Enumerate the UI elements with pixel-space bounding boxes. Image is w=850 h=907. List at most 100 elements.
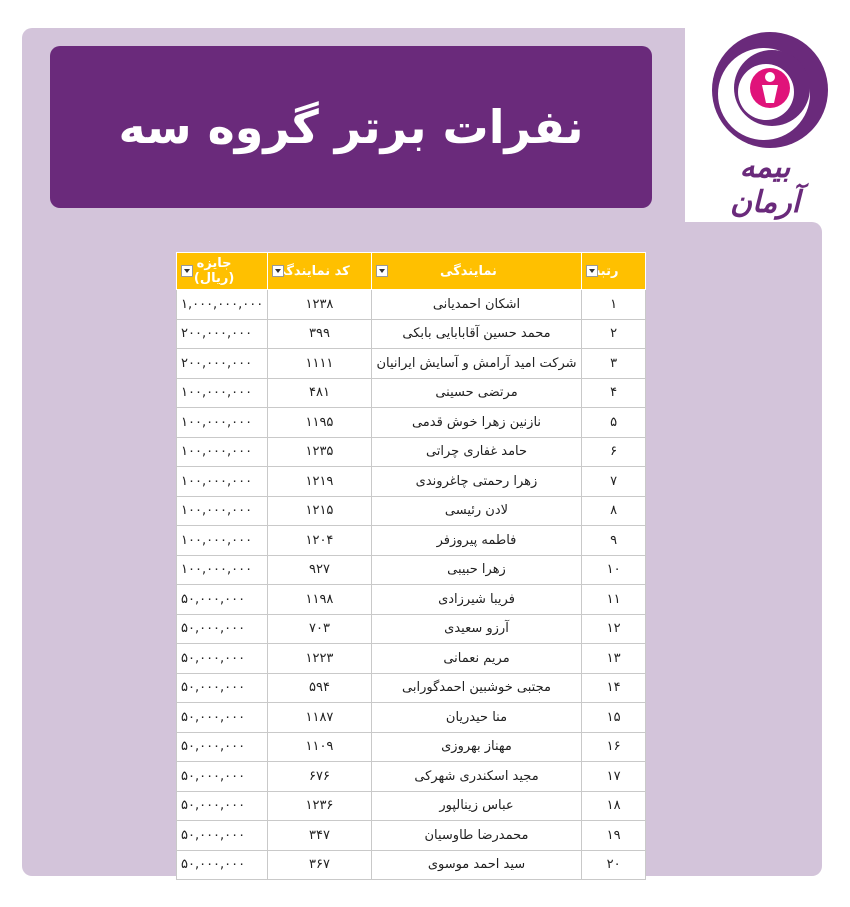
table-cell: ۱۰۰,۰۰۰,۰۰۰ (175, 495, 269, 526)
table-row: ۱۶ مهناز بهروزی ۱۱۰۹ ۵۰,۰۰۰,۰۰۰ (175, 731, 646, 762)
table-row: ۱۷ مجید اسکندری شهرکی ۶۷۶ ۵۰,۰۰۰,۰۰۰ (175, 761, 646, 792)
header-text: کد نمایندگی (273, 263, 350, 279)
table-row: ۵ نازنین زهرا خوش قدمی ۱۱۹۵ ۱۰۰,۰۰۰,۰۰۰ (175, 407, 646, 438)
table-cell: حامد غفاری چراتی (370, 436, 583, 467)
table-cell: ۹ (581, 525, 646, 556)
table-row: ۳ شرکت امید آرامش و آسایش ایرانیان ۱۱۱۱ ۲۰۰… (175, 348, 646, 379)
table-row: ۲۰ سید احمد موسوی ۳۶۷ ۵۰,۰۰۰,۰۰۰ (175, 849, 646, 880)
table-cell: مرتضی حسینی (370, 377, 583, 408)
table-cell: ۱۵ (581, 702, 646, 733)
table-cell: ۱۲۱۵ (267, 495, 372, 526)
table-cell: ۱۲۳۵ (267, 436, 372, 467)
table-cell: ۹۲۷ (267, 554, 372, 585)
table-row: ۱۴ مجتبی خوشبین احمدگورابی ۵۹۴ ۵۰,۰۰۰,۰۰۰ (175, 672, 646, 703)
table-cell: ۱۱۱۱ (267, 348, 372, 379)
table-cell: عباس زینالپور (370, 790, 583, 821)
table-row: ۷ زهرا رحمتی چاغروندی ۱۲۱۹ ۱۰۰,۰۰۰,۰۰۰ (175, 466, 646, 497)
table-cell: زهرا رحمتی چاغروندی (370, 466, 583, 497)
table-row: ۸ لادن رئیسی ۱۲۱۵ ۱۰۰,۰۰۰,۰۰۰ (175, 495, 646, 526)
table-cell: ۵۰,۰۰۰,۰۰۰ (175, 820, 269, 851)
column-header: نمایندگی (370, 252, 583, 290)
filter-button[interactable] (375, 265, 388, 277)
table-cell: ۱۰۰,۰۰۰,۰۰۰ (175, 466, 269, 497)
table-cell: ۳۹۹ (267, 318, 372, 349)
table-cell: ۱۱۹۸ (267, 584, 372, 615)
table-cell: ۵۰,۰۰۰,۰۰۰ (175, 643, 269, 674)
table-cell: ۵۰,۰۰۰,۰۰۰ (175, 702, 269, 733)
filter-button[interactable] (181, 265, 193, 277)
background-panel (680, 222, 822, 876)
table-row: ۱ اشکان احمدیانی ۱۲۳۸ ۱,۰۰۰,۰۰۰,۰۰۰ (175, 289, 646, 320)
table-cell: مهناز بهروزی (370, 731, 583, 762)
table-cell: ۲۰ (581, 849, 646, 880)
table-row: ۱۰ زهرا حبیبی ۹۲۷ ۱۰۰,۰۰۰,۰۰۰ (175, 554, 646, 585)
table-cell: ۲ (581, 318, 646, 349)
table-cell: ۱,۰۰۰,۰۰۰,۰۰۰ (175, 289, 269, 320)
filter-button[interactable] (586, 265, 599, 277)
table-cell: ۱۲۲۳ (267, 643, 372, 674)
table-cell: ۱۰ (581, 554, 646, 585)
table-cell: ۱۰۰,۰۰۰,۰۰۰ (175, 436, 269, 467)
table-cell: ۱۰۰,۰۰۰,۰۰۰ (175, 525, 269, 556)
column-header: رتبه (581, 252, 646, 290)
table-row: ۲ محمد حسین آقابابایی بابکی ۳۹۹ ۲۰۰,۰۰۰,۰۰۰ (175, 318, 646, 349)
table-cell: سید احمد موسوی (370, 849, 583, 880)
table-cell: ۱۴ (581, 672, 646, 703)
table-row: ۹ فاطمه پیروزفر ۱۲۰۴ ۱۰۰,۰۰۰,۰۰۰ (175, 525, 646, 556)
column-header: جایزه (ریال) (175, 252, 269, 290)
table-cell: ۴ (581, 377, 646, 408)
table-cell: مجتبی خوشبین احمدگورابی (370, 672, 583, 703)
table-cell: ۷ (581, 466, 646, 497)
table-row: ۱۳ مریم نعمانی ۱۲۲۳ ۵۰,۰۰۰,۰۰۰ (175, 643, 646, 674)
table-cell: ۵۰,۰۰۰,۰۰۰ (175, 790, 269, 821)
page-title: نفرات برتر گروه سه (118, 100, 584, 154)
table-cell: ۶۷۶ (267, 761, 372, 792)
table-cell: ۱۲۱۹ (267, 466, 372, 497)
table-cell: ۱۰۰,۰۰۰,۰۰۰ (175, 407, 269, 438)
table-cell: ۷۰۳ (267, 613, 372, 644)
table-row: ۴ مرتضی حسینی ۴۸۱ ۱۰۰,۰۰۰,۰۰۰ (175, 377, 646, 408)
title-banner: نفرات برتر گروه سه (50, 46, 652, 208)
table-cell: مجید اسکندری شهرکی (370, 761, 583, 792)
table-cell: ۵۰,۰۰۰,۰۰۰ (175, 584, 269, 615)
table-cell: ۳ (581, 348, 646, 379)
table-cell: منا حیدریان (370, 702, 583, 733)
table-cell: شرکت امید آرامش و آسایش ایرانیان (370, 348, 583, 379)
table-cell: آرزو سعیدی (370, 613, 583, 644)
table-cell: ۱۱۹۵ (267, 407, 372, 438)
table-cell: نازنین زهرا خوش قدمی (370, 407, 583, 438)
table-cell: ۱ (581, 289, 646, 320)
table-cell: ۵۹۴ (267, 672, 372, 703)
table-cell: ۵ (581, 407, 646, 438)
table-row: ۱۵ منا حیدریان ۱۱۸۷ ۵۰,۰۰۰,۰۰۰ (175, 702, 646, 733)
table-cell: مریم نعمانی (370, 643, 583, 674)
table-cell: زهرا حبیبی (370, 554, 583, 585)
table-cell: ۱۱۰۹ (267, 731, 372, 762)
table-cell: فاطمه پیروزفر (370, 525, 583, 556)
table-cell: ۵۰,۰۰۰,۰۰۰ (175, 849, 269, 880)
results-table: رتبه نمایندگی کد نمایندگی جایزه (ریال) ۱ اشک… (175, 252, 646, 880)
table-cell: ۲۰۰,۰۰۰,۰۰۰ (175, 318, 269, 349)
table-cell: ۱۶ (581, 731, 646, 762)
table-cell: ۱۸ (581, 790, 646, 821)
table-cell: ۵۰,۰۰۰,۰۰۰ (175, 731, 269, 762)
table-cell: ۳۶۷ (267, 849, 372, 880)
table-cell: ۱۱۸۷ (267, 702, 372, 733)
table-cell: ۱۲۳۸ (267, 289, 372, 320)
table-cell: ۱۲۳۶ (267, 790, 372, 821)
logo (712, 32, 828, 148)
column-header: کد نمایندگی (267, 252, 372, 290)
table-row: ۱۸ عباس زینالپور ۱۲۳۶ ۵۰,۰۰۰,۰۰۰ (175, 790, 646, 821)
table-cell: اشکان احمدیانی (370, 289, 583, 320)
header-text: نمایندگی (440, 263, 497, 279)
table-cell: ۱۰۰,۰۰۰,۰۰۰ (175, 377, 269, 408)
logo-text: بیمه آرمان (729, 150, 801, 220)
table-cell: ۱۲ (581, 613, 646, 644)
filter-button[interactable] (272, 265, 285, 277)
table-cell: محمد حسین آقابابایی بابکی (370, 318, 583, 349)
table-cell: فریبا شیرزادی (370, 584, 583, 615)
table-row: ۱۲ آرزو سعیدی ۷۰۳ ۵۰,۰۰۰,۰۰۰ (175, 613, 646, 644)
table-cell: ۱۲۰۴ (267, 525, 372, 556)
table-row: ۶ حامد غفاری چراتی ۱۲۳۵ ۱۰۰,۰۰۰,۰۰۰ (175, 436, 646, 467)
